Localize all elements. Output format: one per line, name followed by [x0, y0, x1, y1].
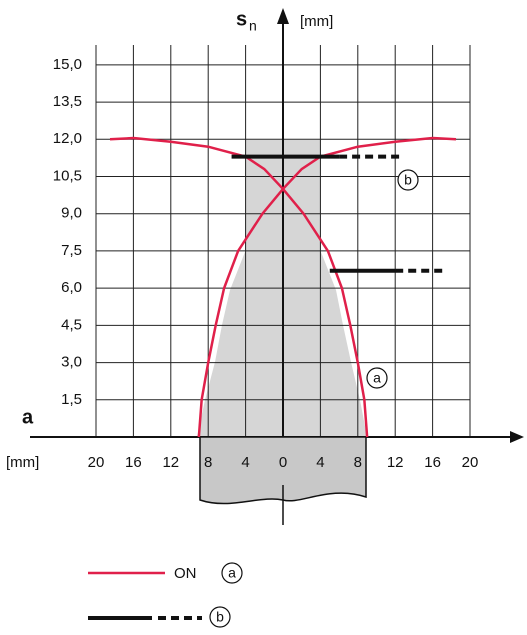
y-tick-label: 9,0 [61, 205, 82, 222]
y-tick-label: 15,0 [53, 56, 82, 73]
annotation-circle [209, 606, 231, 628]
y-label-sub: n [249, 18, 257, 34]
annotation-label: a [228, 565, 236, 581]
x-tick-label: 4 [241, 454, 249, 471]
annotation-circle [397, 169, 419, 191]
annotation-label: a [373, 370, 381, 386]
y-tick-label: 12,0 [53, 130, 82, 147]
y-tick-label: 10,5 [53, 167, 82, 184]
x-tick-label: 12 [387, 454, 404, 471]
annotation-label: b [216, 609, 224, 625]
annotation-circle [221, 562, 243, 584]
annotation-circle [366, 367, 388, 389]
x-tick-label: 16 [125, 454, 142, 471]
x-unit: [mm] [6, 454, 39, 471]
x-tick-label: 8 [204, 454, 212, 471]
x-axis-arrow [510, 431, 524, 443]
y-tick-label: 7,5 [61, 242, 82, 259]
x-tick-label: 20 [462, 454, 479, 471]
x-tick-label: 12 [162, 454, 179, 471]
y-axis-arrow [277, 8, 289, 24]
x-tick-label: 20 [88, 454, 105, 471]
x-label: a [22, 406, 34, 428]
y-tick-label: 4,5 [61, 316, 82, 333]
x-tick-label: 0 [279, 454, 287, 471]
curve [197, 136, 457, 438]
x-tick-label: 4 [316, 454, 324, 471]
legend-label: ON [174, 565, 197, 582]
annotation-label: b [404, 172, 412, 188]
curve [109, 136, 369, 438]
y-tick-label: 1,5 [61, 391, 82, 408]
x-tick-label: 16 [424, 454, 441, 471]
x-tick-label: 8 [354, 454, 362, 471]
y-label: s [236, 8, 247, 30]
y-tick-label: 3,0 [61, 354, 82, 371]
y-tick-label: 6,0 [61, 279, 82, 296]
y-tick-label: 13,5 [53, 93, 82, 110]
y-unit: [mm] [300, 13, 333, 30]
